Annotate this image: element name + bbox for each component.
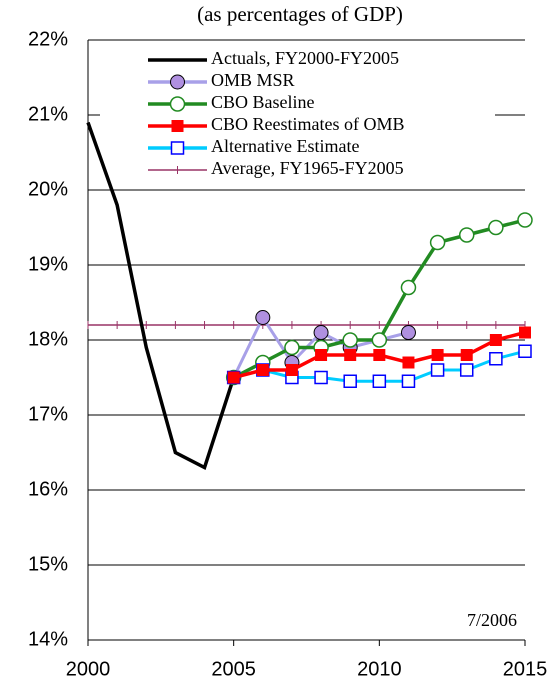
x-tick-label: 2000: [66, 658, 111, 680]
chart-title: (as percentages of GDP): [197, 2, 403, 26]
point: [517, 212, 533, 228]
point: [429, 234, 446, 251]
point: [344, 349, 357, 361]
y-tick-label: 18%: [28, 328, 68, 350]
point: [519, 326, 531, 339]
point: [459, 363, 474, 377]
legend-label: Actuals, FY2000-FY2005: [211, 48, 399, 68]
point: [314, 370, 328, 385]
point: [489, 334, 502, 346]
point: [342, 332, 358, 348]
x-tick-label: 2015: [503, 658, 548, 680]
legend-label: OMB MSR: [211, 70, 295, 90]
y-tick-label: 19%: [28, 253, 68, 275]
point: [430, 363, 445, 377]
point: [256, 364, 269, 376]
point: [255, 310, 271, 325]
point: [431, 349, 444, 361]
legend-label: CBO Reestimates of OMB: [211, 114, 405, 134]
legend-label: Average, FY1965-FY2005: [211, 158, 404, 178]
y-tick-label: 14%: [28, 628, 68, 650]
legend-marker: [171, 120, 184, 132]
y-tick-label: 21%: [28, 103, 68, 125]
point: [400, 325, 416, 340]
point: [284, 339, 300, 356]
point: [227, 371, 240, 384]
point: [372, 374, 387, 388]
y-tick-label: 16%: [28, 478, 68, 500]
legend-label: Alternative Estimate: [211, 136, 359, 156]
point: [458, 227, 475, 243]
y-tick-label: 22%: [28, 28, 68, 50]
point: [518, 344, 532, 358]
point: [285, 364, 298, 376]
y-tick-label: 15%: [28, 553, 68, 575]
point: [489, 352, 503, 366]
annotation: 7/2006: [467, 610, 517, 630]
legend-box: [100, 46, 495, 186]
series-line: [86, 121, 236, 470]
point: [373, 349, 386, 361]
legend-marker: [170, 141, 185, 155]
legend-marker: [169, 96, 186, 112]
point: [401, 374, 416, 388]
point: [488, 219, 504, 236]
y-tick-label: 17%: [28, 403, 68, 425]
point: [313, 325, 329, 340]
point: [371, 332, 388, 348]
point: [460, 349, 473, 361]
y-tick-label: 20%: [28, 178, 68, 200]
legend-label: CBO Baseline: [211, 92, 315, 112]
point: [315, 349, 328, 361]
point: [402, 356, 415, 369]
x-tick-label: 2005: [211, 658, 256, 680]
point: [343, 374, 357, 388]
point: [400, 279, 417, 296]
legend-marker: [170, 74, 185, 90]
x-tick-label: 2010: [357, 658, 402, 680]
